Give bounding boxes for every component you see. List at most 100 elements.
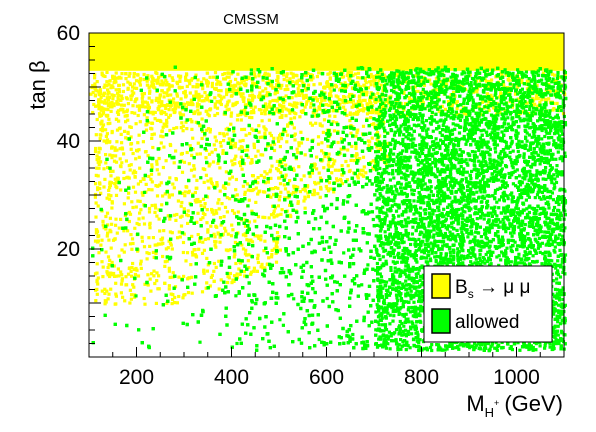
scatter-point-bs <box>123 104 126 107</box>
scatter-point-bs <box>231 163 234 166</box>
scatter-point-bs <box>329 78 332 81</box>
scatter-point-bs <box>213 280 216 283</box>
scatter-point-bs <box>127 196 130 199</box>
scatter-point-bs <box>322 166 325 169</box>
scatter-point-bs <box>132 75 135 78</box>
scatter-point-bs <box>294 112 297 115</box>
scatter-point-bs <box>307 195 310 198</box>
scatter-point-bs <box>277 204 280 207</box>
scatter-point-bs <box>108 140 111 143</box>
scatter-point-bs <box>120 108 123 111</box>
scatter-point-bs <box>198 124 201 127</box>
scatter-point-allowed <box>431 212 434 215</box>
scatter-point-bs <box>169 143 172 146</box>
scatter-point-bs <box>94 147 97 150</box>
scatter-point-bs <box>263 191 266 194</box>
excluded-band <box>89 33 564 71</box>
scatter-point-bs <box>211 85 214 88</box>
scatter-point-bs <box>138 104 141 107</box>
scatter-point-bs <box>154 244 157 247</box>
scatter-point-bs <box>162 146 165 149</box>
scatter-point-bs <box>328 153 331 156</box>
scatter-point-bs <box>249 189 252 192</box>
scatter-point-bs <box>136 200 139 203</box>
scatter-point-bs <box>190 128 193 131</box>
scatter-point-bs <box>233 253 236 256</box>
scatter-point-bs <box>97 151 100 154</box>
scatter-point-bs <box>317 135 320 138</box>
scatter-point-bs <box>332 162 335 165</box>
scatter-point-bs <box>114 218 117 221</box>
scatter-point-bs <box>173 296 176 299</box>
scatter-point-bs <box>286 134 289 137</box>
scatter-point-bs <box>328 181 331 184</box>
scatter-point-bs <box>95 133 98 136</box>
scatter-point-bs <box>143 73 146 76</box>
scatter-point-bs <box>342 106 345 109</box>
scatter-point-bs <box>114 178 117 181</box>
scatter-point-bs <box>106 114 109 117</box>
scatter-point-bs <box>165 119 168 122</box>
scatter-point-bs <box>173 161 176 164</box>
scatter-point-bs <box>334 169 337 172</box>
scatter-point-bs <box>120 273 123 276</box>
scatter-point-bs <box>190 99 193 102</box>
scatter-point-bs <box>340 179 343 182</box>
scatter-point-bs <box>128 177 131 180</box>
scatter-point-bs <box>190 169 193 172</box>
scatter-point-bs <box>226 249 229 252</box>
scatter-point-bs <box>139 208 142 211</box>
scatter-point-bs <box>131 237 134 240</box>
scatter-point-bs <box>314 96 317 99</box>
scatter-point-bs <box>121 296 124 299</box>
scatter-point-bs <box>98 112 101 115</box>
scatter-point-bs <box>230 224 233 227</box>
scatter-point-bs <box>217 94 220 97</box>
scatter-point-bs <box>325 81 328 84</box>
scatter-point-bs <box>257 261 260 264</box>
scatter-point-bs <box>104 299 107 302</box>
scatter-point-bs <box>104 215 107 218</box>
scatter-point-bs <box>115 140 118 143</box>
scatter-point-bs <box>97 104 100 107</box>
scatter-point-bs <box>314 182 317 185</box>
scatter-point-bs <box>94 150 97 153</box>
scatter-point-bs <box>279 213 282 216</box>
scatter-point-bs <box>371 137 374 140</box>
scatter-point-bs <box>113 182 116 185</box>
scatter-point-bs <box>206 72 209 75</box>
scatter-point-bs <box>205 221 208 224</box>
scatter-point-bs <box>243 128 246 131</box>
scatter-point-bs <box>213 96 216 99</box>
scatter-point-bs <box>176 82 179 85</box>
scatter-point-bs <box>160 100 163 103</box>
scatter-point-bs <box>197 233 200 236</box>
scatter-point-bs <box>278 134 281 137</box>
scatter-point-bs <box>172 97 175 100</box>
scatter-point-bs <box>183 207 186 210</box>
scatter-point-bs <box>117 267 120 270</box>
scatter-point-bs <box>122 90 125 93</box>
scatter-point-bs <box>195 187 198 190</box>
scatter-point-bs <box>181 296 184 299</box>
scatter-point-bs <box>112 272 115 275</box>
scatter-point-bs <box>213 114 216 117</box>
scatter-point-bs <box>99 128 102 131</box>
scatter-point-bs <box>335 94 338 97</box>
scatter-point-bs <box>189 118 192 121</box>
scatter-point-bs <box>109 230 112 233</box>
scatter-point-bs <box>259 238 262 241</box>
scatter-point-bs <box>156 168 159 171</box>
scatter-point-bs <box>94 216 97 219</box>
scatter-point-bs <box>349 113 352 116</box>
scatter-point-bs <box>125 96 128 99</box>
scatter-point-bs <box>217 231 220 234</box>
scatter-point-bs <box>110 206 113 209</box>
scatter-point-bs <box>143 113 146 116</box>
scatter-point-bs <box>171 183 174 186</box>
scatter-point-bs <box>276 187 279 190</box>
scatter-point-allowed <box>344 180 347 183</box>
scatter-point-bs <box>358 99 361 102</box>
scatter-point-bs <box>228 76 231 79</box>
scatter-point-bs <box>160 104 163 107</box>
